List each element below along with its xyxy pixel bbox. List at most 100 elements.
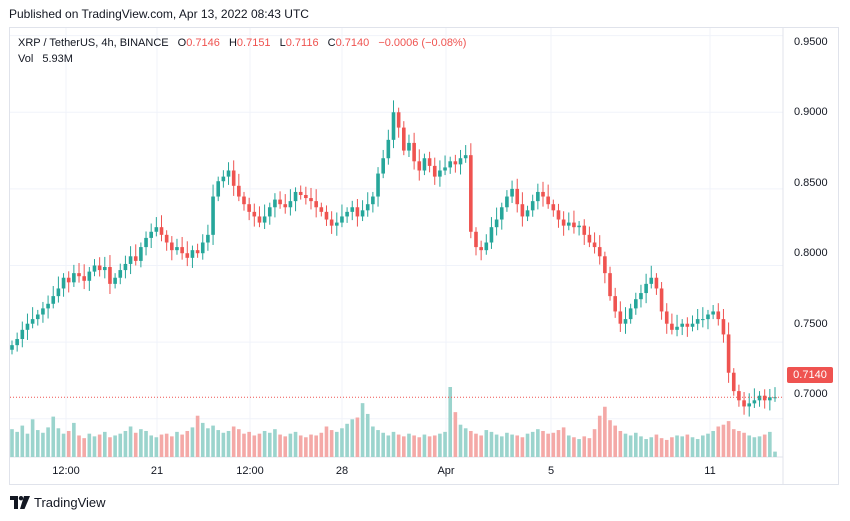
candle-body (334, 222, 339, 226)
volume-bar (386, 435, 391, 457)
volume-bar (314, 435, 318, 457)
volume-bar (340, 428, 344, 457)
candle-body (525, 210, 530, 217)
candle-body (350, 207, 355, 212)
volume-bar (427, 436, 432, 457)
candle-body (128, 256, 133, 264)
open-value: 0.7146 (186, 37, 220, 49)
candle-body (407, 142, 411, 151)
candle-body (41, 308, 45, 315)
candle-body (577, 225, 581, 228)
candle-body (242, 196, 246, 205)
volume-bar (525, 433, 530, 457)
candle-body (556, 210, 561, 220)
volume-bar (499, 436, 504, 457)
y-tick-label: 0.7000 (794, 388, 828, 400)
volume-bar (556, 430, 561, 457)
volume-bar (211, 425, 215, 457)
volume-bar (391, 431, 396, 457)
candle-body (659, 288, 664, 312)
volume-bar (350, 419, 355, 457)
volume-bar (628, 435, 633, 457)
volume-bar (670, 437, 674, 457)
change-value: −0.0006 (−0.08%) (378, 37, 467, 49)
candle-body (608, 273, 612, 297)
volume-label: Vol (18, 53, 34, 65)
tradingview-brand[interactable]: TradingView (10, 495, 106, 510)
volume-bar (711, 430, 715, 457)
candle-body (252, 211, 257, 217)
volume-bar (592, 429, 597, 457)
volume-bar (371, 426, 375, 457)
candle-body (664, 311, 669, 324)
volume-bar (267, 432, 272, 457)
volume-bar (768, 431, 772, 457)
candle-body (56, 288, 61, 297)
candle-body (381, 158, 385, 174)
volume-legend: Vol 5.93M (18, 51, 73, 67)
candle-body (118, 270, 123, 278)
volume-bar (695, 439, 700, 457)
volume-bar (252, 435, 257, 457)
candle-body (499, 207, 504, 220)
volume-bar (82, 438, 86, 457)
candle-body (716, 311, 721, 320)
candle-body (592, 242, 597, 248)
candle-body (190, 250, 195, 258)
volume-bar (680, 436, 685, 457)
volume-bar (587, 438, 592, 457)
candle-body (505, 196, 509, 208)
candle-body (319, 207, 324, 212)
volume-bar (128, 426, 133, 457)
candle-body (670, 323, 674, 330)
candle-body (762, 395, 767, 401)
volume-bar (247, 431, 251, 457)
candle-body (644, 283, 648, 294)
volume-bar (510, 434, 514, 457)
volume-bar (664, 439, 669, 457)
candle-body (211, 196, 215, 235)
volume-bar (180, 434, 184, 457)
candle-body (123, 263, 128, 271)
volume-bar (123, 430, 128, 457)
open-label: O (177, 37, 187, 49)
candle-body (489, 227, 494, 243)
volume-bar (520, 437, 525, 457)
volume-bar (226, 430, 231, 457)
candle-body (510, 188, 514, 197)
candle-body (469, 155, 473, 232)
last-price-tag: 0.7140 (787, 367, 833, 383)
x-tick-label: 12:00 (52, 465, 80, 477)
candle-body (345, 211, 349, 217)
y-tick-label: 0.8000 (794, 247, 828, 259)
candle-body (448, 161, 453, 168)
candle-body (453, 161, 458, 165)
candle-body (216, 181, 221, 197)
volume-bar (30, 419, 35, 457)
candle-body (237, 185, 241, 197)
candle-body (613, 296, 617, 312)
candle-body (603, 256, 607, 274)
candle-body (231, 170, 236, 186)
x-tick-label: 12:00 (236, 465, 264, 477)
volume-bar (46, 427, 50, 457)
volume-bar (190, 427, 195, 457)
volume-bar (97, 434, 102, 457)
candle-body (566, 222, 571, 226)
candle-body (443, 167, 447, 171)
volume-value: 5.93M (42, 53, 73, 65)
volume-bar (773, 451, 777, 457)
volume-bar (762, 434, 767, 457)
volume-bar (721, 424, 726, 457)
candle-body (25, 323, 30, 330)
volume-bar (716, 426, 721, 457)
volume-bar (639, 436, 643, 457)
volume-bar (283, 436, 288, 457)
candle-body (355, 207, 360, 217)
candle-body (329, 219, 334, 226)
x-tick-label: 11 (704, 465, 716, 477)
volume-bar (690, 437, 695, 457)
volume-bar (546, 433, 550, 457)
candle-body (273, 199, 277, 208)
